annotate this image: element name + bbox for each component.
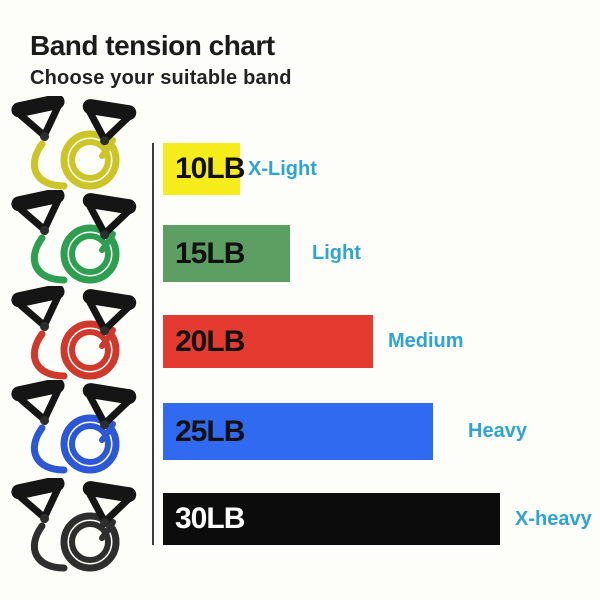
band-row: 10LB X-Light bbox=[163, 143, 600, 195]
page-title: Band tension chart bbox=[30, 30, 275, 61]
band-row: 25LB Heavy bbox=[163, 403, 600, 460]
green-resistance-band-image bbox=[2, 190, 152, 288]
weight-label: 20LB bbox=[175, 324, 245, 358]
weight-label: 10LB bbox=[175, 152, 245, 185]
level-label: X-heavy bbox=[515, 507, 592, 530]
tension-bar: 15LB bbox=[163, 225, 290, 282]
red-resistance-band-image bbox=[2, 286, 152, 384]
tension-bar: 10LB bbox=[163, 143, 245, 195]
weight-label: 30LB bbox=[175, 502, 245, 535]
tension-bar: 25LB bbox=[163, 403, 433, 460]
page-subtitle: Choose your suitable band bbox=[30, 67, 292, 89]
level-label: Medium bbox=[388, 330, 464, 352]
level-label: Heavy bbox=[468, 420, 527, 442]
blue-resistance-band-image bbox=[2, 380, 152, 478]
chart-axis-line bbox=[152, 143, 154, 545]
yellow-resistance-band-image bbox=[2, 96, 152, 194]
level-label: X-Light bbox=[248, 157, 317, 180]
weight-label: 25LB bbox=[175, 414, 245, 448]
band-row: 20LB Medium bbox=[163, 315, 600, 368]
band-row: 15LB Light bbox=[163, 225, 600, 282]
tension-bar: 20LB bbox=[163, 315, 373, 368]
band-row: 30LB X-heavy bbox=[163, 493, 600, 545]
tension-bar: 30LB bbox=[163, 493, 500, 545]
black-resistance-band-image bbox=[2, 478, 152, 576]
level-label: Light bbox=[312, 242, 361, 264]
resistance-band-photo-column bbox=[2, 0, 154, 600]
weight-label: 15LB bbox=[175, 236, 245, 270]
